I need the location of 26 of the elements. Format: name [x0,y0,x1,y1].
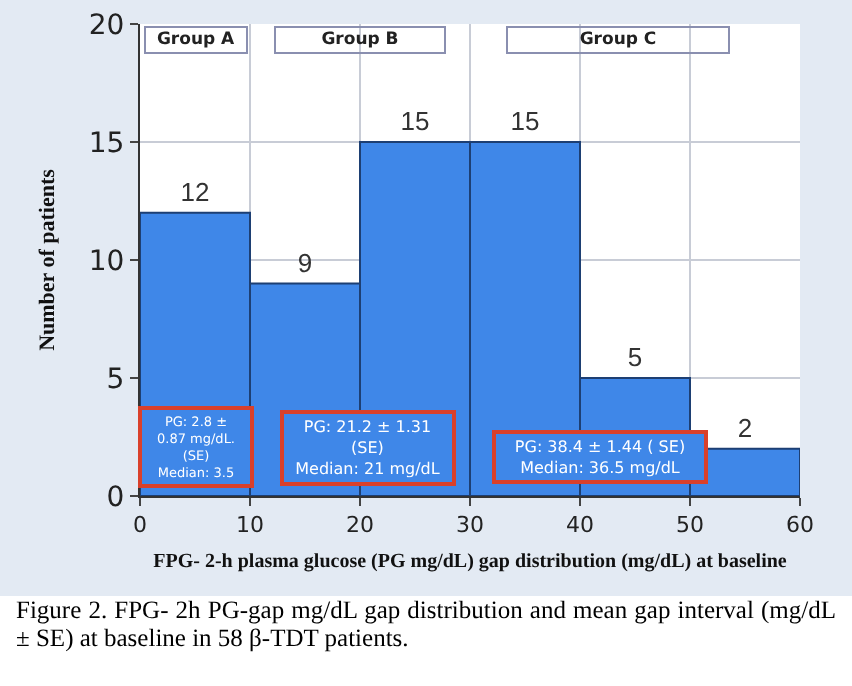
data-label: 15 [400,106,430,136]
y-tick-label: 20 [88,9,125,42]
y-tick-label: 0 [106,481,125,514]
annotation: PG: 38.4 ± 1.44 ( SE) Median: 36.5 mg/dL [514,438,686,477]
x-tick-label: 10 [236,512,264,539]
x-tick-label: 50 [676,512,704,539]
x-tick-label: 30 [456,512,484,539]
data-label: 15 [510,106,540,136]
data-label: 12 [180,176,210,207]
x-tick-label: 40 [566,512,594,539]
caption: Figure 2. FPG- 2h PG-gap mg/dL gap distribution and mean gap interval (mg/dL ± SE) at baseline in 58 β-TDT patients. [14,596,838,652]
y-tick-label: 5 [106,363,125,396]
annotation: Group C [579,30,657,50]
data-label: 5 [627,342,643,372]
annotation: Group B [321,30,399,50]
data-label: 9 [297,247,313,278]
annotation: Group A [156,30,236,50]
data-label: 2 [737,412,753,443]
y-tick-label: 15 [88,127,125,160]
y-axis-title: Number of patients [36,167,61,351]
x-tick-label: 60 [786,512,814,539]
x-tick-label: 20 [346,512,374,539]
x-tick-label: 0 [133,512,147,539]
annotation: PG: 21.2 ± 1.31 (SE) Median: 21 mg/dL [295,418,441,478]
x-axis-title: FPG- 2-h plasma glucose (PG mg/dL) gap distribution (mg/dL) at baseline [153,551,788,574]
y-tick-label: 10 [88,245,125,278]
